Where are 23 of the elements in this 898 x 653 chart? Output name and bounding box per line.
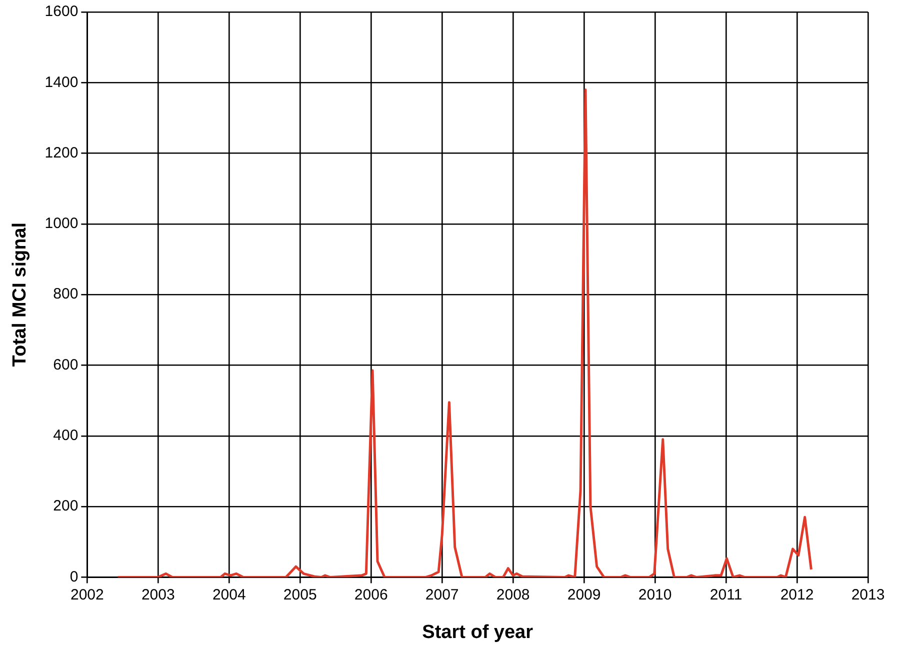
y-tick-label: 1400 xyxy=(44,74,78,91)
y-tick-label: 1200 xyxy=(44,144,78,162)
x-tick-label: 2009 xyxy=(567,586,601,604)
x-tick-label: 2004 xyxy=(212,586,246,604)
x-tick-label: 2012 xyxy=(780,586,814,604)
y-axis-title: Total MCI signal xyxy=(10,222,31,367)
y-tick-label: 1000 xyxy=(44,215,78,232)
y-tick-label: 0 xyxy=(70,568,78,586)
x-tick-label: 2006 xyxy=(354,586,388,604)
x-tick-label: 2005 xyxy=(283,586,317,604)
y-tick-label: 600 xyxy=(53,356,78,374)
x-tick-label: 2011 xyxy=(710,586,742,604)
x-tick-label: 2013 xyxy=(851,586,885,604)
x-tick-label: 2010 xyxy=(638,586,672,604)
y-tick-label: 200 xyxy=(53,498,78,515)
x-tick-label: 2008 xyxy=(496,586,530,604)
x-tick-label: 2003 xyxy=(141,586,175,604)
x-tick-label: 2002 xyxy=(70,586,104,604)
x-tick-label: 2007 xyxy=(425,586,459,604)
y-tick-label: 1600 xyxy=(44,3,78,20)
y-tick-label: 400 xyxy=(53,427,78,444)
y-tick-label: 800 xyxy=(53,286,78,303)
x-axis-title: Start of year xyxy=(422,622,534,643)
